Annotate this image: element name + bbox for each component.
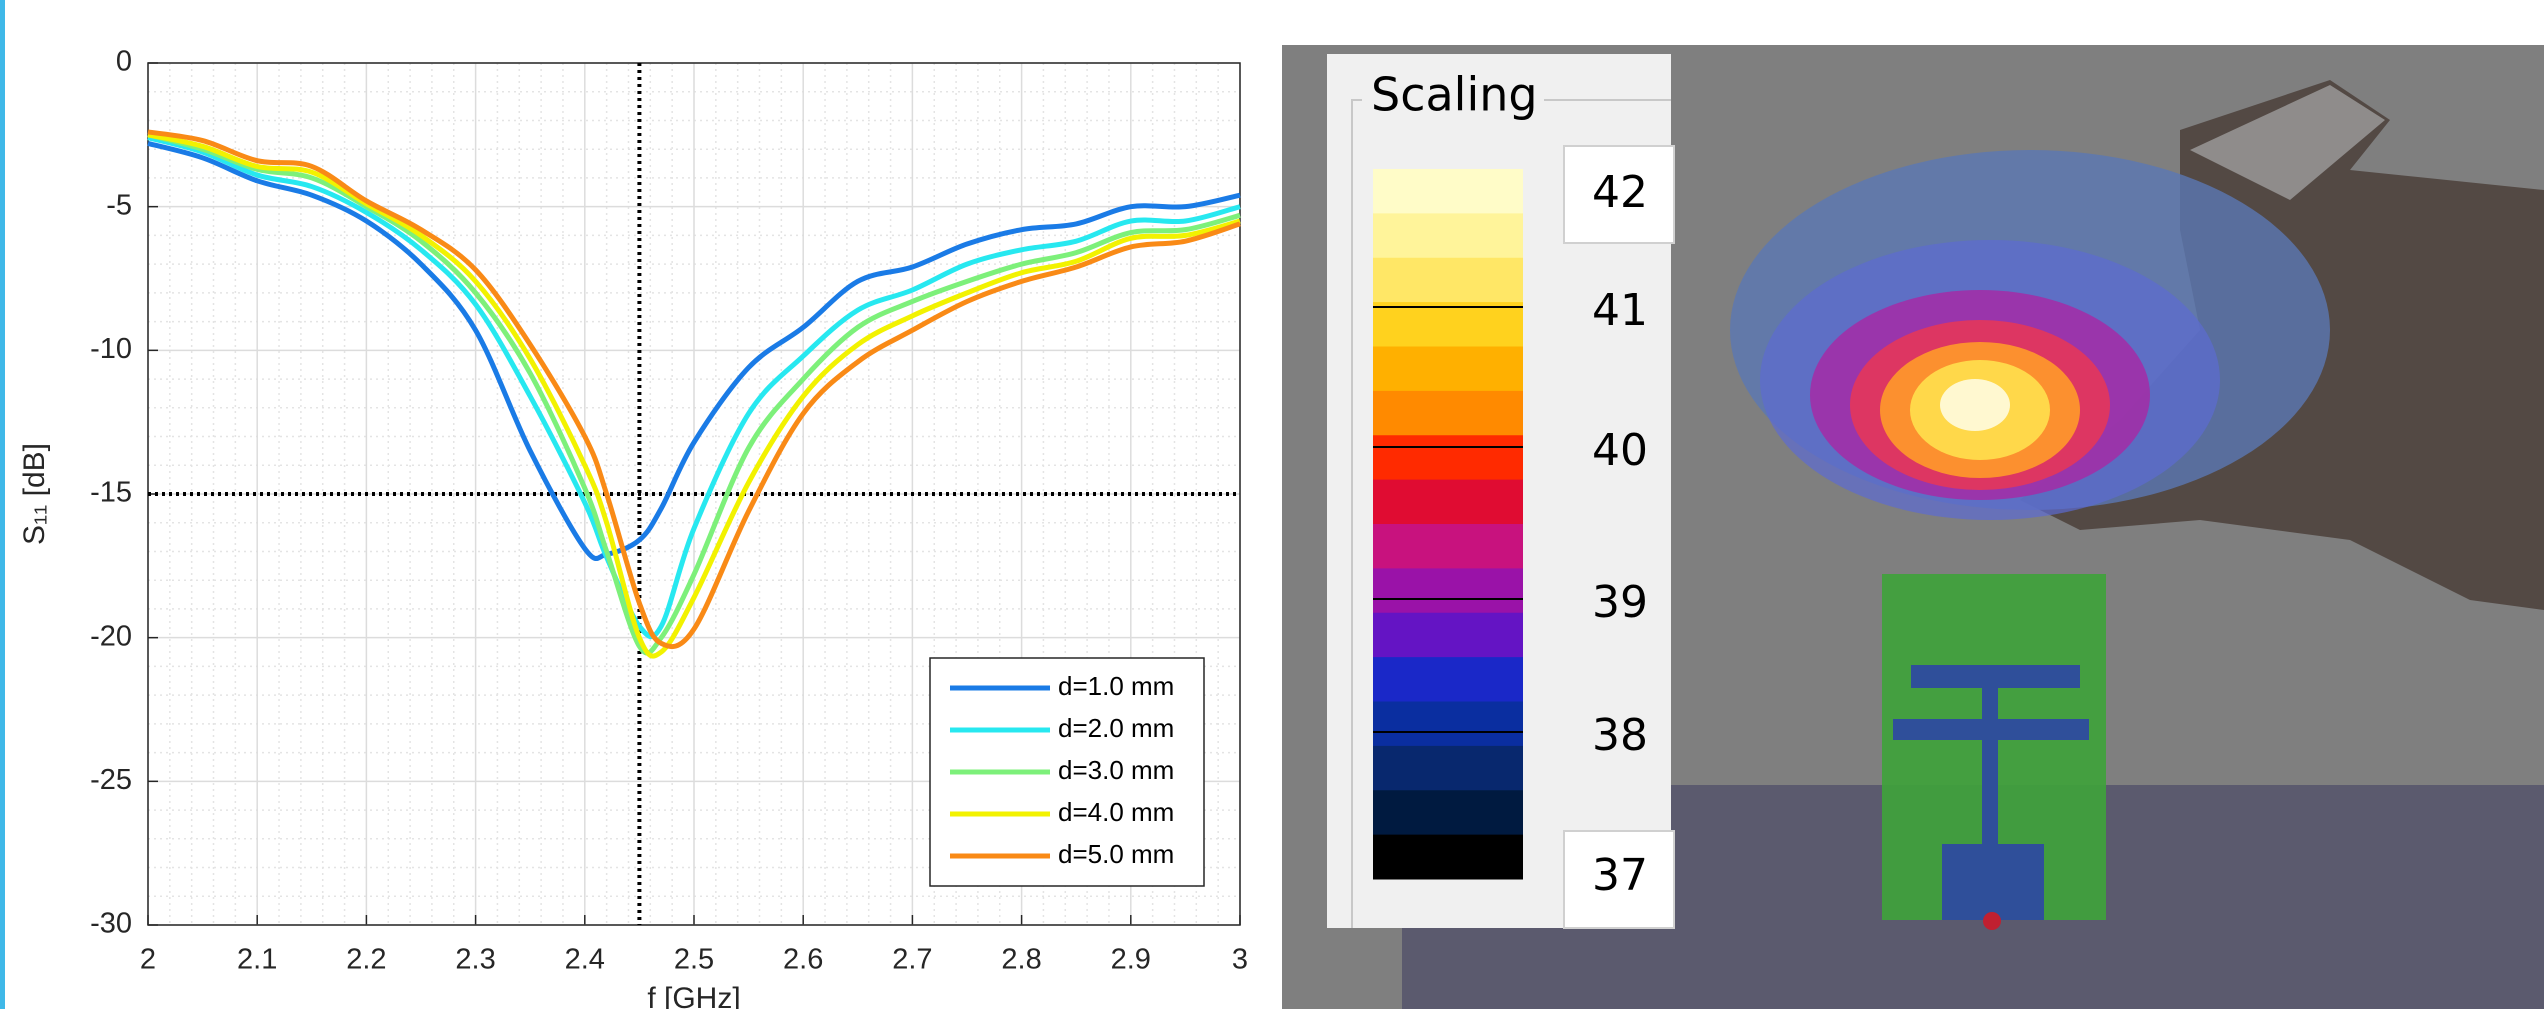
y-tick-label: -30: [90, 908, 132, 940]
field-core: [1940, 379, 2010, 431]
scale-label: 41: [1592, 285, 1648, 336]
color-swatch: [1373, 790, 1523, 835]
legend-label: d=2.0 mm: [1058, 713, 1174, 743]
x-tick-label: 2.3: [455, 944, 495, 976]
x-tick-label: 3: [1232, 944, 1248, 976]
color-swatch: [1373, 613, 1523, 658]
scale-label: 42: [1592, 167, 1648, 218]
x-tick-label: 2.8: [1001, 944, 1041, 976]
color-swatch: [1373, 524, 1523, 569]
legend-label: d=1.0 mm: [1058, 671, 1174, 701]
legend: d=1.0 mm d=2.0 mm d=3.0 mm d=4.0 mm d=5.0 mm: [930, 658, 1204, 886]
color-swatch: [1373, 347, 1523, 392]
legend-label: d=4.0 mm: [1058, 797, 1174, 827]
y-tick-label: -5: [106, 189, 132, 221]
left-border: [0, 0, 5, 1009]
scale-label: 38: [1592, 710, 1648, 761]
color-swatch: [1373, 391, 1523, 436]
feed-point: [1983, 912, 2001, 930]
x-tick-label: 2.7: [892, 944, 932, 976]
y-tick-label: -25: [90, 764, 132, 796]
x-tick-label: 2: [140, 944, 156, 976]
color-swatch: [1373, 480, 1523, 525]
y-tick-label: 0: [116, 46, 132, 78]
x-axis-label: f [GHz]: [647, 982, 740, 1009]
color-swatch: [1373, 835, 1523, 880]
color-swatch: [1373, 435, 1523, 480]
antenna-feed: [1942, 844, 2044, 920]
y-tick-label: -15: [90, 477, 132, 509]
legend-label: d=3.0 mm: [1058, 755, 1174, 785]
color-swatch: [1373, 302, 1523, 347]
y-tick-label: -10: [90, 333, 132, 365]
color-swatch: [1373, 746, 1523, 791]
scale-label: 39: [1592, 577, 1648, 628]
scale-label: 40: [1592, 425, 1648, 476]
color-swatch: [1373, 568, 1523, 613]
color-swatch: [1373, 169, 1523, 214]
line-chart: 2 2.1 2.2 2.3 2.4 2.5 2.6 2.7 2.8 2.9 3 0 -5 -10 -15 -2…: [18, 46, 1248, 1009]
panel-title: Scaling: [1371, 68, 1538, 122]
color-swatch: [1373, 657, 1523, 702]
scaling-panel: Scaling 42 41 40 39 38 37: [1327, 54, 1674, 928]
y-tick-label: -20: [90, 620, 132, 652]
x-tick-label: 2.6: [783, 944, 823, 976]
antenna-arm: [1911, 665, 2080, 688]
x-tick-label: 2.4: [565, 944, 605, 976]
figure: Scaling 42 41 40 39 38 37 2 2.1 2.2 2.3 2.4 2.5 2.6…: [0, 0, 2544, 1009]
legend-label: d=5.0 mm: [1058, 839, 1174, 869]
antenna-stem: [1982, 688, 1998, 844]
page: Scaling 42 41 40 39 38 37 2 2.1 2.2 2.3 2.4 2.5 2.6…: [0, 0, 2544, 1009]
x-tick-label: 2.9: [1111, 944, 1151, 976]
color-swatch: [1373, 702, 1523, 747]
x-tick-label: 2.2: [346, 944, 386, 976]
y-axis-label: S₁₁ [dB]: [18, 443, 51, 545]
scale-label: 37: [1592, 850, 1648, 901]
color-swatch: [1373, 213, 1523, 258]
x-tick-label: 2.5: [674, 944, 714, 976]
x-tick-label: 2.1: [237, 944, 277, 976]
color-swatch: [1373, 258, 1523, 303]
